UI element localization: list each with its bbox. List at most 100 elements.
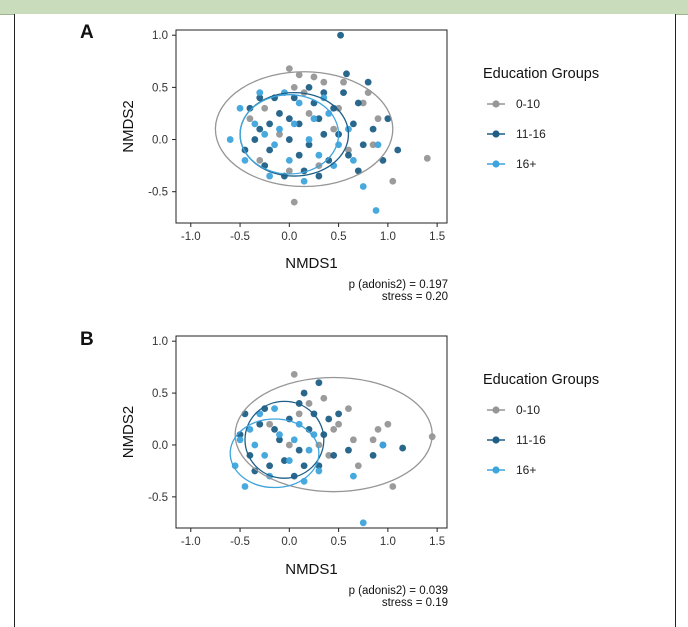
- data-point: [276, 125, 283, 133]
- data-point: [330, 125, 338, 133]
- legend-marker: [492, 160, 500, 168]
- data-point: [423, 154, 431, 162]
- y-tick-label: 1.0: [152, 30, 168, 42]
- data-point: [241, 483, 249, 490]
- data-point: [261, 451, 269, 459]
- data-point: [310, 431, 318, 438]
- data-point: [276, 110, 283, 117]
- confidence-ellipse: [229, 418, 320, 489]
- data-point: [345, 446, 352, 454]
- legend-entry: 0-10: [516, 403, 540, 417]
- data-point: [315, 172, 323, 180]
- data-point: [290, 83, 298, 91]
- data-point: [359, 141, 367, 149]
- data-point: [305, 446, 313, 454]
- x-axis-label: NMDS1: [285, 561, 338, 578]
- data-point: [285, 157, 293, 164]
- y-tick-label: 0.5: [152, 82, 168, 94]
- data-point: [399, 444, 407, 452]
- data-point: [290, 436, 298, 444]
- data-point: [310, 73, 318, 81]
- panel-label: A: [80, 22, 94, 43]
- data-point: [256, 410, 264, 418]
- x-tick-label: 1.0: [380, 231, 396, 243]
- data-point: [359, 183, 367, 190]
- data-point: [295, 71, 303, 79]
- legend-entry: 16+: [516, 157, 536, 171]
- data-point: [236, 436, 244, 444]
- x-tick-label: 0.5: [331, 536, 347, 548]
- data-point: [320, 78, 328, 86]
- data-point: [256, 89, 264, 96]
- data-point: [251, 136, 259, 143]
- data-point: [295, 120, 303, 128]
- stat-annotation: p (adonis2) = 0.039: [349, 585, 448, 597]
- data-point: [343, 70, 350, 78]
- data-point: [256, 420, 264, 428]
- data-point: [251, 120, 259, 128]
- confidence-ellipse: [214, 71, 394, 188]
- legend-title: Education Groups: [483, 372, 599, 388]
- data-point: [285, 115, 293, 123]
- data-point: [335, 104, 342, 112]
- data-point: [295, 446, 303, 454]
- data-point: [305, 141, 313, 149]
- data-point: [276, 130, 283, 138]
- legend-entry: 0-10: [516, 97, 540, 111]
- data-point: [372, 207, 380, 214]
- data-point: [384, 420, 392, 428]
- data-point: [241, 157, 249, 164]
- data-point: [320, 394, 328, 402]
- data-point: [281, 457, 288, 464]
- data-point: [310, 115, 318, 123]
- data-point: [359, 519, 367, 527]
- legend-title: Education Groups: [483, 66, 599, 82]
- data-point: [246, 426, 254, 433]
- panel-label: B: [80, 329, 94, 350]
- data-point: [290, 198, 298, 206]
- data-point: [285, 65, 293, 72]
- y-tick-label: 0.5: [152, 388, 168, 400]
- data-point: [345, 151, 352, 159]
- data-point: [246, 115, 254, 123]
- data-point: [340, 78, 347, 86]
- data-point: [345, 146, 352, 154]
- data-point: [256, 125, 264, 133]
- x-tick-label: -1.0: [181, 231, 201, 243]
- data-point: [256, 94, 264, 102]
- data-point: [305, 426, 313, 433]
- data-point: [285, 136, 293, 143]
- data-point: [349, 157, 357, 164]
- data-point: [290, 94, 298, 102]
- data-point: [330, 451, 338, 459]
- y-tick-label: 1.0: [152, 336, 168, 348]
- data-point: [335, 420, 342, 428]
- data-point: [276, 436, 283, 444]
- data-point: [251, 441, 259, 449]
- data-point: [300, 462, 308, 470]
- data-point: [266, 420, 274, 428]
- data-point: [364, 78, 372, 86]
- data-point: [349, 120, 357, 128]
- legend-marker: [492, 100, 500, 108]
- data-point: [295, 151, 303, 159]
- data-point: [354, 99, 362, 107]
- x-tick-label: -0.5: [230, 536, 250, 548]
- x-tick-label: 1.5: [429, 536, 445, 548]
- data-point: [271, 141, 278, 149]
- confidence-ellipse: [234, 376, 433, 493]
- confidence-ellipse: [239, 94, 340, 175]
- data-point: [285, 167, 293, 175]
- data-point: [315, 151, 323, 159]
- data-point: [315, 467, 323, 475]
- legend-entry: 11-16: [516, 433, 546, 447]
- data-point: [325, 451, 333, 459]
- x-tick-label: -0.5: [230, 231, 250, 243]
- data-point: [369, 436, 377, 444]
- legend-entry: 11-16: [516, 127, 546, 141]
- data-point: [337, 31, 344, 39]
- data-point: [285, 441, 293, 449]
- data-point: [285, 457, 293, 464]
- series-16+: [226, 89, 382, 214]
- data-point: [374, 115, 382, 123]
